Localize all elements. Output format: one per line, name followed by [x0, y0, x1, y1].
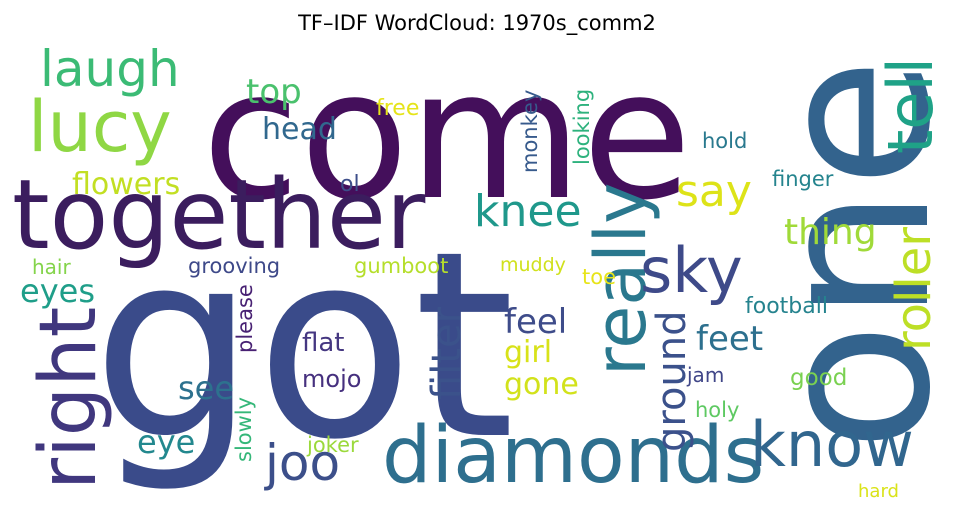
word-free: free: [376, 96, 420, 121]
word-flat: flat: [302, 328, 345, 358]
word-feet: feet: [696, 319, 764, 359]
word-head: head: [262, 112, 337, 147]
word-holy: holy: [695, 398, 740, 422]
word-joo: joo: [265, 434, 341, 492]
word-filter: filter: [424, 306, 470, 400]
word-flowers: flowers: [72, 167, 181, 202]
word-slowly: slowly: [232, 396, 256, 462]
word-laugh: laugh: [40, 42, 180, 98]
word-diamonds: diamonds: [382, 411, 765, 501]
word-hold: hold: [702, 129, 748, 153]
word-tell: tell: [874, 57, 946, 154]
word-feel: feel: [504, 302, 568, 342]
word-roller: roller: [886, 227, 942, 351]
word-knee: knee: [474, 186, 582, 237]
chart-title: TF–IDF WordCloud: 1970s_comm2: [298, 11, 656, 35]
word-grooving: grooving: [188, 254, 281, 278]
word-ground: ground: [649, 310, 695, 452]
word-good: good: [790, 365, 848, 391]
word-joker: joker: [307, 433, 359, 457]
word-right: right: [24, 306, 114, 490]
word-top: top: [246, 72, 302, 112]
word-lucy: lucy: [28, 86, 172, 168]
word-finger: finger: [772, 167, 834, 191]
word-see: see: [178, 369, 235, 407]
word-sky: sky: [640, 234, 743, 307]
word-hard: hard: [858, 481, 899, 502]
word-muddy: muddy: [500, 254, 566, 276]
word-please: please: [233, 284, 257, 353]
word-know: know: [750, 408, 914, 481]
word-ol: ol: [340, 172, 360, 197]
word-together: together: [12, 159, 426, 271]
word-jam: jam: [687, 363, 725, 387]
word-gumboot: gumboot: [354, 254, 449, 278]
word-toe: toe: [582, 265, 617, 289]
word-girl: girl: [504, 335, 553, 370]
word-eyes: eyes: [20, 272, 95, 310]
word-thing: thing: [784, 212, 877, 253]
word-say: say: [676, 166, 752, 217]
word-football: football: [745, 294, 828, 319]
word-hair: hair: [32, 255, 71, 279]
word-monkey: monkey: [518, 89, 542, 173]
word-got: got: [92, 196, 515, 496]
word-gone: gone: [504, 367, 579, 402]
word-mojo: mojo: [302, 365, 362, 393]
word-eye: eye: [137, 423, 196, 461]
word-come: come: [202, 42, 692, 239]
word-looking: looking: [570, 88, 594, 165]
word-cloud: come got one together diamonds lucy laugh reall…: [12, 42, 946, 515]
